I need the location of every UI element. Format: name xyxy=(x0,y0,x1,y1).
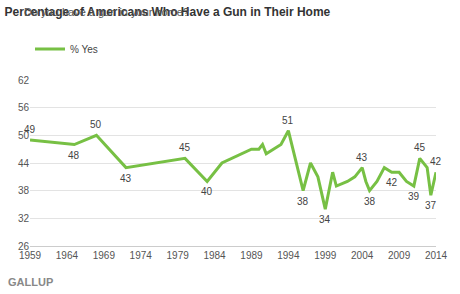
svg-text:62: 62 xyxy=(18,75,30,86)
svg-text:48: 48 xyxy=(68,150,80,161)
svg-text:34: 34 xyxy=(319,214,331,225)
svg-text:2004: 2004 xyxy=(351,250,374,261)
svg-text:Percentage of Americans Who Ha: Percentage of Americans Who Have a Gun i… xyxy=(5,5,331,19)
svg-text:56: 56 xyxy=(18,102,30,113)
svg-text:44: 44 xyxy=(18,158,30,169)
svg-text:1989: 1989 xyxy=(240,250,263,261)
svg-text:40: 40 xyxy=(201,186,213,197)
svg-text:50: 50 xyxy=(18,130,30,141)
svg-text:45: 45 xyxy=(414,142,426,153)
svg-text:1974: 1974 xyxy=(130,250,153,261)
svg-text:42: 42 xyxy=(386,177,398,188)
svg-text:50: 50 xyxy=(90,119,102,130)
svg-text:38: 38 xyxy=(18,185,30,196)
svg-text:43: 43 xyxy=(120,173,132,184)
svg-text:39: 39 xyxy=(408,191,420,202)
svg-text:GALLUP: GALLUP xyxy=(8,276,53,288)
svg-text:2009: 2009 xyxy=(388,250,411,261)
svg-text:32: 32 xyxy=(18,213,30,224)
svg-text:1994: 1994 xyxy=(277,250,300,261)
svg-text:1999: 1999 xyxy=(314,250,337,261)
svg-text:1984: 1984 xyxy=(203,250,226,261)
svg-text:1969: 1969 xyxy=(93,250,116,261)
svg-text:Do you have a gun in your home: Do you have a gun in your home? xyxy=(24,6,189,18)
svg-text:1979: 1979 xyxy=(167,250,190,261)
svg-text:42: 42 xyxy=(430,156,442,167)
svg-text:% Yes: % Yes xyxy=(70,44,98,55)
svg-text:43: 43 xyxy=(356,152,368,163)
svg-text:37: 37 xyxy=(425,200,437,211)
svg-text:51: 51 xyxy=(282,115,294,126)
svg-text:38: 38 xyxy=(297,196,309,207)
svg-text:2014: 2014 xyxy=(425,250,448,261)
svg-text:1959: 1959 xyxy=(19,250,42,261)
svg-text:49: 49 xyxy=(24,124,36,135)
svg-text:38: 38 xyxy=(364,196,376,207)
svg-text:26: 26 xyxy=(18,241,30,252)
svg-text:45: 45 xyxy=(179,142,191,153)
svg-text:1964: 1964 xyxy=(56,250,79,261)
